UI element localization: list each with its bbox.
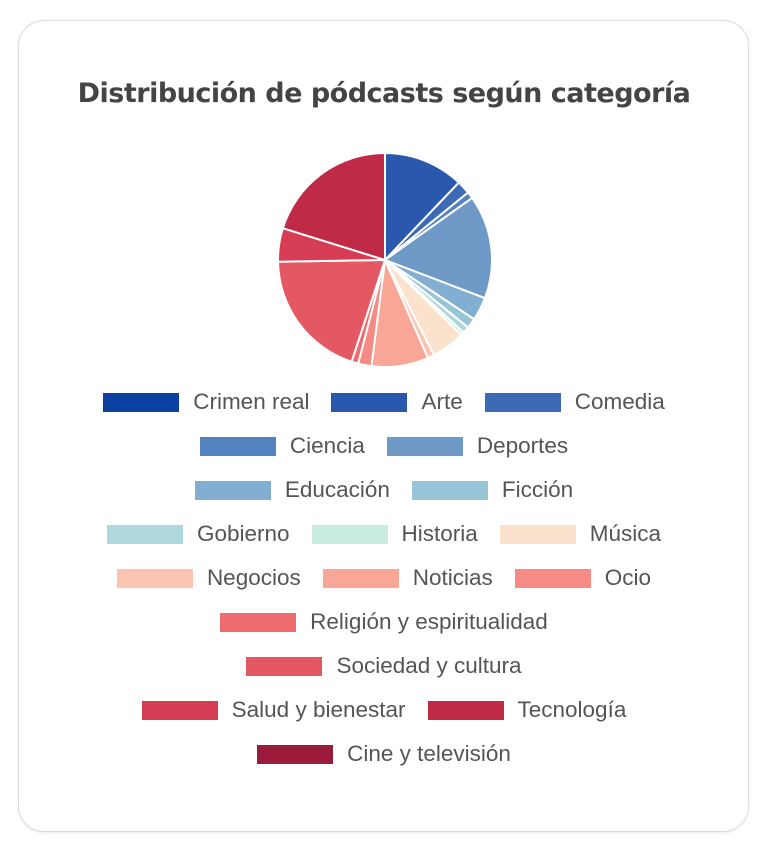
- legend-item[interactable]: Cine y televisión: [257, 741, 511, 767]
- legend-item[interactable]: Ocio: [514, 565, 652, 591]
- legend-label: Salud y bienestar: [231, 697, 406, 722]
- legend-label: Educación: [284, 477, 390, 502]
- legend-swatch: [411, 480, 488, 500]
- legend-item[interactable]: Negocios: [116, 565, 301, 591]
- legend-item[interactable]: Religión y espiritualidad: [220, 609, 548, 635]
- legend-row: Negocios Noticias Ocio: [0, 556, 768, 600]
- legend-swatch: [194, 480, 271, 500]
- legend-item[interactable]: Noticias: [322, 565, 493, 591]
- legend-label: Religión y espiritualidad: [310, 609, 548, 634]
- legend-swatch: [199, 436, 276, 456]
- legend-swatch: [427, 700, 504, 720]
- pie-slice-16[interactable]: [281, 152, 386, 261]
- legend-label: Gobierno: [196, 521, 290, 546]
- legend-label: Ocio: [604, 565, 652, 590]
- legend-swatch: [484, 392, 561, 412]
- legend-swatch: [116, 568, 193, 588]
- legend-row: Salud y bienestar Tecnología: [0, 688, 768, 732]
- legend-swatch: [257, 744, 334, 764]
- legend-label: Tecnología: [517, 697, 627, 722]
- legend-label: Crimen real: [193, 389, 310, 414]
- legend-swatch: [386, 436, 463, 456]
- legend-row: Gobierno Historia Música: [0, 512, 768, 556]
- legend-item[interactable]: Historia: [311, 521, 478, 547]
- legend-label: Comedia: [574, 389, 665, 414]
- pie-slice-4[interactable]: [384, 196, 493, 300]
- legend-label: Arte: [421, 389, 463, 414]
- legend-item[interactable]: Salud y bienestar: [141, 697, 406, 723]
- legend-row: Cine y televisión: [0, 732, 768, 776]
- legend-swatch: [106, 524, 183, 544]
- legend-label: Sociedad y cultura: [336, 653, 522, 678]
- legend-item[interactable]: Música: [499, 521, 662, 547]
- pie-chart: [277, 152, 493, 368]
- legend-label: Deportes: [476, 433, 569, 458]
- legend-label: Negocios: [206, 565, 301, 590]
- legend-row: Sociedad y cultura: [0, 644, 768, 688]
- legend-item[interactable]: Gobierno: [106, 521, 290, 547]
- legend-row: Educación Ficción: [0, 468, 768, 512]
- legend-swatch: [499, 524, 576, 544]
- legend-swatch: [322, 568, 399, 588]
- chart-legend: Crimen real Arte Comedia Ciencia Deportes Edu…: [0, 380, 768, 776]
- legend-item[interactable]: Tecnología: [427, 697, 627, 723]
- pie-slice-1[interactable]: [384, 152, 460, 261]
- pie-slice-14[interactable]: [277, 259, 386, 363]
- legend-item[interactable]: Ciencia: [199, 433, 365, 459]
- legend-swatch: [246, 656, 323, 676]
- legend-swatch: [311, 524, 388, 544]
- legend-label: Historia: [401, 521, 478, 546]
- legend-swatch: [331, 392, 408, 412]
- legend-row: Ciencia Deportes: [0, 424, 768, 468]
- legend-label: Ficción: [501, 477, 574, 502]
- legend-label: Música: [589, 521, 662, 546]
- legend-item[interactable]: Sociedad y cultura: [246, 653, 522, 679]
- legend-swatch: [514, 568, 591, 588]
- legend-item[interactable]: Educación: [194, 477, 390, 503]
- legend-item[interactable]: Deportes: [386, 433, 569, 459]
- legend-label: Cine y televisión: [347, 741, 511, 766]
- legend-swatch: [103, 392, 180, 412]
- legend-swatch: [220, 612, 297, 632]
- legend-item[interactable]: Arte: [331, 389, 463, 415]
- legend-label: Ciencia: [289, 433, 365, 458]
- legend-label: Noticias: [412, 565, 493, 590]
- legend-row: Religión y espiritualidad: [0, 600, 768, 644]
- legend-item[interactable]: Ficción: [411, 477, 574, 503]
- legend-swatch: [141, 700, 218, 720]
- chart-title: Distribución de pódcasts según categoría: [77, 78, 691, 109]
- legend-row: Crimen real Arte Comedia: [0, 380, 768, 424]
- legend-item[interactable]: Crimen real: [103, 389, 309, 415]
- legend-item[interactable]: Comedia: [484, 389, 665, 415]
